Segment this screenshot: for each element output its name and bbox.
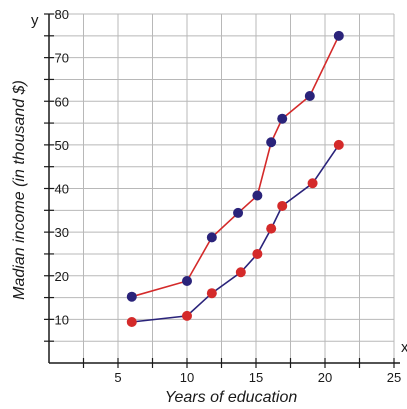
y-tick-label: 30: [55, 225, 69, 240]
ticks: 5 10 15 20 25 10 20 30 40 50 60 70 80: [44, 7, 401, 385]
x-tick-label: 10: [180, 370, 194, 385]
series-line-2: [131, 144, 340, 323]
series-2-point: [182, 310, 192, 321]
x-tick-label: 25: [387, 370, 401, 385]
series-1-point: [266, 137, 277, 148]
y-tick-label: 40: [55, 182, 69, 197]
y-tick-label: 20: [55, 269, 69, 284]
series-2-point: [235, 267, 246, 278]
x-axis-title: Years of education: [165, 389, 298, 406]
series-1-point: [233, 207, 244, 218]
series-2-point: [333, 139, 344, 150]
x-axis-letter: x: [401, 339, 407, 356]
series-layer: [126, 30, 344, 327]
series-2-point: [277, 200, 288, 211]
series-1-point: [252, 190, 263, 201]
series-1-point: [304, 91, 315, 102]
y-axis-letter: y: [31, 12, 39, 29]
series-2-point: [307, 178, 318, 189]
series-1-point: [277, 113, 288, 124]
series-2-point: [252, 248, 263, 259]
y-tick-label: 80: [55, 7, 69, 22]
grid: [49, 13, 395, 363]
x-tick-label: 5: [114, 370, 121, 385]
y-tick-label: 50: [55, 138, 69, 153]
x-tick-label: 20: [318, 370, 332, 385]
series-2-point: [126, 316, 137, 327]
series-2-point: [266, 223, 277, 234]
y-axis-title: Madian income (in thousand $): [11, 80, 28, 300]
x-tick-label: 15: [249, 370, 263, 385]
series-2-point: [206, 288, 217, 299]
y-tick-label: 70: [55, 51, 69, 66]
series-1-point: [126, 291, 137, 302]
series-1-point: [333, 30, 344, 41]
y-tick-label: 60: [55, 94, 69, 109]
series-1-point: [182, 275, 192, 286]
series-1-point: [206, 232, 217, 243]
y-tick-label: 10: [55, 312, 69, 327]
